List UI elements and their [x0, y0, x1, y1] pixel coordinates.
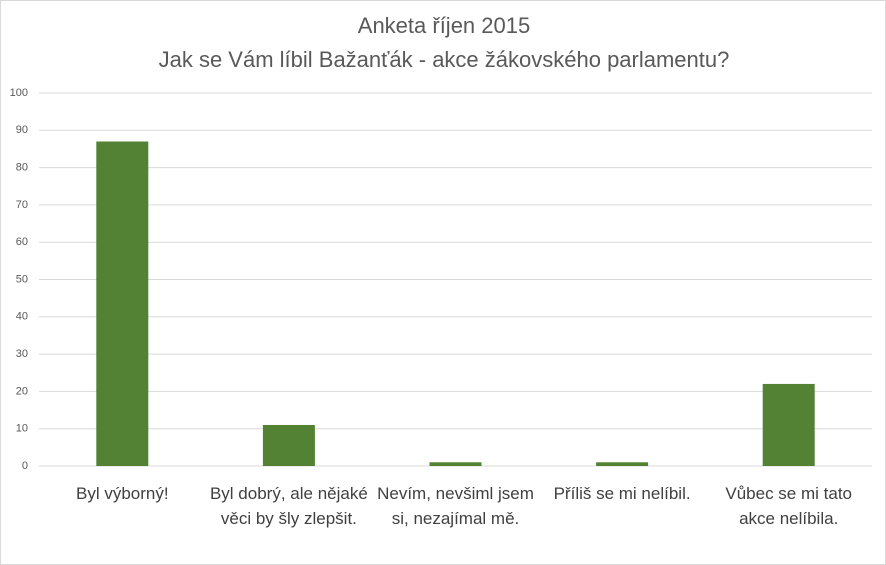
bar: [96, 141, 149, 467]
bar: [762, 383, 815, 466]
y-tick-label: 50: [16, 273, 28, 285]
y-tick-label: 0: [22, 460, 28, 472]
bar: [596, 462, 649, 466]
y-tick-label: 40: [16, 311, 28, 323]
y-tick-label: 80: [16, 162, 28, 174]
y-tick-label: 100: [10, 87, 28, 99]
y-tick-label: 90: [16, 124, 28, 136]
chart-title: Anketa říjen 2015: [358, 13, 530, 38]
y-tick-label: 60: [16, 236, 28, 248]
x-tick-label: Nevím, nevšiml jsem si, nezajímal mě.: [377, 484, 534, 528]
y-tick-label: 20: [16, 385, 28, 397]
chart-subtitle: Jak se Vám líbil Bažanťák - akce žákovsk…: [159, 47, 730, 72]
bar: [262, 424, 315, 466]
bar: [429, 462, 482, 466]
x-tick-label: Vůbec se mi tato akce nelíbila.: [725, 484, 852, 528]
x-tick-label: Byl dobrý, ale nějaké věci by šly zlepši…: [209, 484, 368, 528]
y-tick-label: 30: [16, 348, 28, 360]
y-tick-label: 10: [16, 423, 28, 435]
x-tick-label: Příliš se mi nelíbil.: [553, 484, 691, 503]
y-tick-label: 70: [16, 199, 28, 211]
x-tick-label: Byl výborný!: [76, 484, 169, 503]
